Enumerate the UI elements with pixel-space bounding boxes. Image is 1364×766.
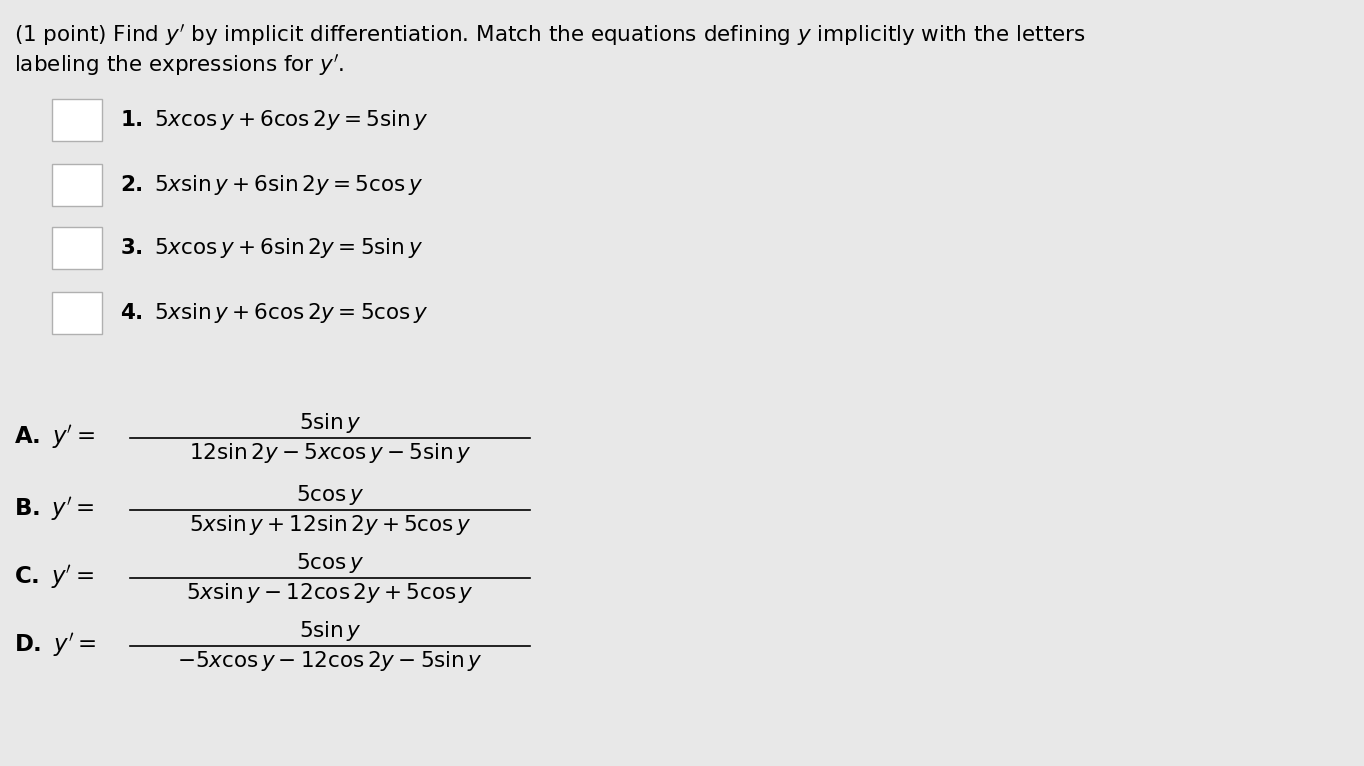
- FancyBboxPatch shape: [52, 227, 102, 269]
- Text: $5x\sin y - 12\cos 2y + 5\cos y$: $5x\sin y - 12\cos 2y + 5\cos y$: [186, 581, 473, 605]
- Text: $\mathbf{1.}$ $5x\cos y + 6\cos 2y = 5\sin y$: $\mathbf{1.}$ $5x\cos y + 6\cos 2y = 5\s…: [120, 108, 428, 132]
- Text: $-5x\cos y - 12\cos 2y - 5\sin y$: $-5x\cos y - 12\cos 2y - 5\sin y$: [177, 649, 483, 673]
- Text: $5x\sin y + 12\sin 2y + 5\cos y$: $5x\sin y + 12\sin 2y + 5\cos y$: [188, 513, 472, 537]
- Text: $\mathbf{2.}$ $5x\sin y + 6\sin 2y = 5\cos y$: $\mathbf{2.}$ $5x\sin y + 6\sin 2y = 5\c…: [120, 173, 423, 197]
- Text: labeling the expressions for $y'$.: labeling the expressions for $y'$.: [14, 52, 344, 77]
- Text: $\mathbf{3.}$ $5x\cos y + 6\sin 2y = 5\sin y$: $\mathbf{3.}$ $5x\cos y + 6\sin 2y = 5\s…: [120, 236, 423, 260]
- Text: $\mathbf{D.}$ $y' =$: $\mathbf{D.}$ $y' =$: [14, 632, 97, 660]
- Text: $5\cos y$: $5\cos y$: [296, 551, 364, 575]
- Text: $\mathbf{A.}$ $y' =$: $\mathbf{A.}$ $y' =$: [14, 424, 95, 452]
- FancyBboxPatch shape: [52, 164, 102, 206]
- Text: $12\sin 2y - 5x\cos y - 5\sin y$: $12\sin 2y - 5x\cos y - 5\sin y$: [188, 441, 472, 465]
- FancyBboxPatch shape: [52, 99, 102, 141]
- Text: $5\sin y$: $5\sin y$: [299, 619, 361, 643]
- Text: $5\sin y$: $5\sin y$: [299, 411, 361, 435]
- Text: $\mathbf{B.}$ $y' =$: $\mathbf{B.}$ $y' =$: [14, 496, 94, 524]
- Text: (1 point) Find $y'$ by implicit differentiation. Match the equations defining $y: (1 point) Find $y'$ by implicit differen…: [14, 22, 1086, 47]
- Text: $\mathbf{C.}$ $y' =$: $\mathbf{C.}$ $y' =$: [14, 564, 94, 592]
- Text: $\mathbf{4.}$ $5x\sin y + 6\cos 2y = 5\cos y$: $\mathbf{4.}$ $5x\sin y + 6\cos 2y = 5\c…: [120, 301, 428, 325]
- Text: $5\cos y$: $5\cos y$: [296, 483, 364, 507]
- FancyBboxPatch shape: [52, 292, 102, 334]
